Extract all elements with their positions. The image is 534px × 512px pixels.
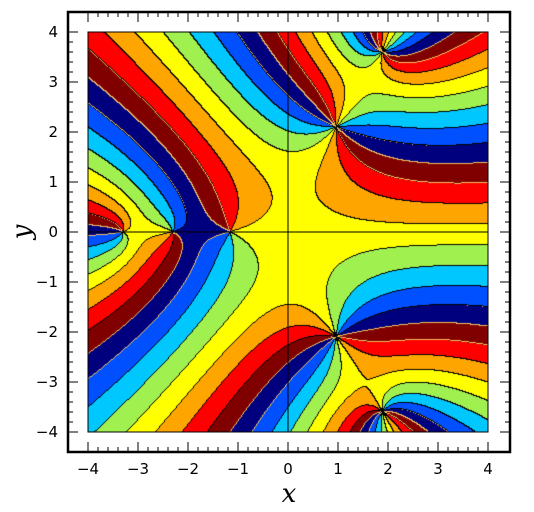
x-tick-label: 4 bbox=[483, 460, 493, 478]
x-tick-label: 0 bbox=[283, 460, 293, 478]
x-tick-label: −4 bbox=[77, 460, 99, 478]
plot-area bbox=[88, 32, 488, 432]
x-tick-label: 1 bbox=[333, 460, 343, 478]
x-tick-label: 2 bbox=[383, 460, 393, 478]
x-axis-title: x bbox=[282, 479, 297, 509]
plot-inner-border bbox=[87, 31, 489, 433]
y-tick-label: 2 bbox=[48, 123, 58, 141]
y-axis-title: y bbox=[7, 224, 37, 240]
y-tick-label: −4 bbox=[36, 423, 58, 441]
y-tick-label: 1 bbox=[48, 173, 58, 191]
x-tick-label: 3 bbox=[433, 460, 443, 478]
x-tick-label: −2 bbox=[177, 460, 199, 478]
y-tick-label: 4 bbox=[48, 23, 58, 41]
y-tick-label: 3 bbox=[48, 73, 58, 91]
y-tick-label: −2 bbox=[36, 323, 58, 341]
y-tick-label: −1 bbox=[36, 273, 58, 291]
tick-labels: −4 −3 −2 −1 0 1 2 3 4 4 3 2 1 0 −1 −2 −3 −4 bbox=[36, 23, 493, 478]
y-tick-label: −3 bbox=[36, 373, 58, 391]
x-tick-label: −1 bbox=[227, 460, 249, 478]
y-tick-label: 0 bbox=[48, 223, 58, 241]
tick-marks bbox=[68, 12, 510, 452]
x-tick-label: −3 bbox=[127, 460, 149, 478]
